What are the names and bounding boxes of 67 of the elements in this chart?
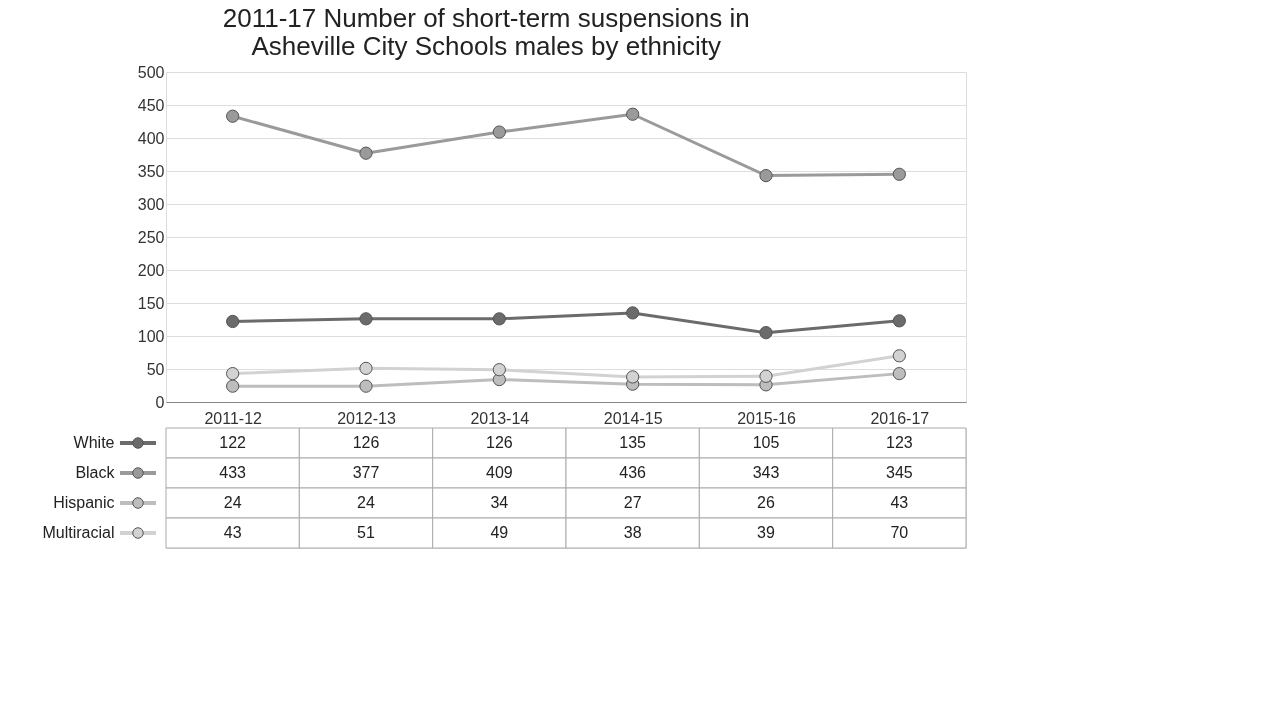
- y-tick-label: 150: [137, 294, 165, 312]
- data-label: 345: [885, 464, 913, 481]
- point: [492, 312, 506, 326]
- x-tick-label: 2013-14: [470, 409, 530, 427]
- x-tick-label: 2015-16: [737, 409, 796, 427]
- data-label: 409: [485, 464, 513, 481]
- point: [892, 167, 906, 181]
- data-label: 126: [352, 434, 380, 451]
- data-label: 38: [623, 524, 642, 541]
- point: [226, 367, 240, 381]
- point: [626, 370, 640, 384]
- data-label: 123: [885, 434, 913, 451]
- point: [759, 169, 773, 183]
- data-label: 49: [490, 524, 509, 541]
- point: [359, 361, 373, 375]
- data-label: 135: [619, 434, 647, 451]
- y-tick-label: 400: [137, 129, 165, 147]
- y-tick-label: 350: [137, 162, 165, 180]
- data-label: 51: [357, 524, 375, 541]
- data-label: 43: [890, 494, 909, 511]
- point: [492, 125, 506, 139]
- data-label: 105: [752, 434, 780, 451]
- point: [359, 379, 373, 393]
- y-tick-label: 500: [137, 63, 165, 81]
- chart-title: 2011-17 Number of short-term suspensions in Asheville City Schools males by ethnicity: [222, 2, 750, 61]
- data-label: 24: [357, 494, 375, 511]
- point: [226, 109, 240, 123]
- y-tick-label: 100: [137, 327, 165, 345]
- point: [359, 146, 373, 160]
- point: [626, 306, 640, 320]
- data-label: 126: [485, 434, 513, 451]
- legend-label: White: [73, 434, 115, 451]
- legend-label: Hispanic: [53, 494, 115, 511]
- y-tick-label: 0: [155, 393, 165, 411]
- data-label: 436: [619, 464, 647, 481]
- data-label: 27: [623, 494, 642, 511]
- data-label: 122: [219, 434, 247, 451]
- point: [759, 326, 773, 340]
- data-label: 34: [490, 494, 509, 511]
- data-label: 377: [352, 464, 380, 481]
- point: [492, 363, 506, 377]
- data-label: 24: [223, 494, 242, 511]
- x-tick-label: 2011-12: [204, 409, 263, 427]
- point: [626, 107, 640, 121]
- point: [892, 349, 906, 363]
- legend-label: Black: [75, 464, 116, 481]
- y-tick-label: 250: [137, 228, 165, 246]
- point: [892, 314, 906, 328]
- x-tick-label: 2012-13: [337, 409, 396, 427]
- point: [226, 314, 240, 329]
- data-label: 43: [223, 524, 242, 541]
- data-label: 343: [752, 464, 780, 481]
- legend-label: Multiracial: [42, 524, 115, 541]
- y-tick-label: 200: [137, 261, 165, 279]
- point: [359, 312, 373, 326]
- y-tick-label: 50: [146, 360, 165, 378]
- data-label: 70: [890, 524, 909, 541]
- data-label: 39: [757, 524, 775, 541]
- point: [892, 367, 906, 381]
- data-label: 433: [219, 464, 247, 481]
- x-tick-label: 2016-17: [870, 409, 930, 427]
- point: [759, 369, 773, 383]
- y-tick-label: 300: [137, 195, 165, 213]
- y-tick-label: 450: [137, 96, 165, 114]
- point: [226, 379, 240, 393]
- x-tick-label: 2014-15: [603, 409, 663, 427]
- data-label: 26: [757, 494, 775, 511]
